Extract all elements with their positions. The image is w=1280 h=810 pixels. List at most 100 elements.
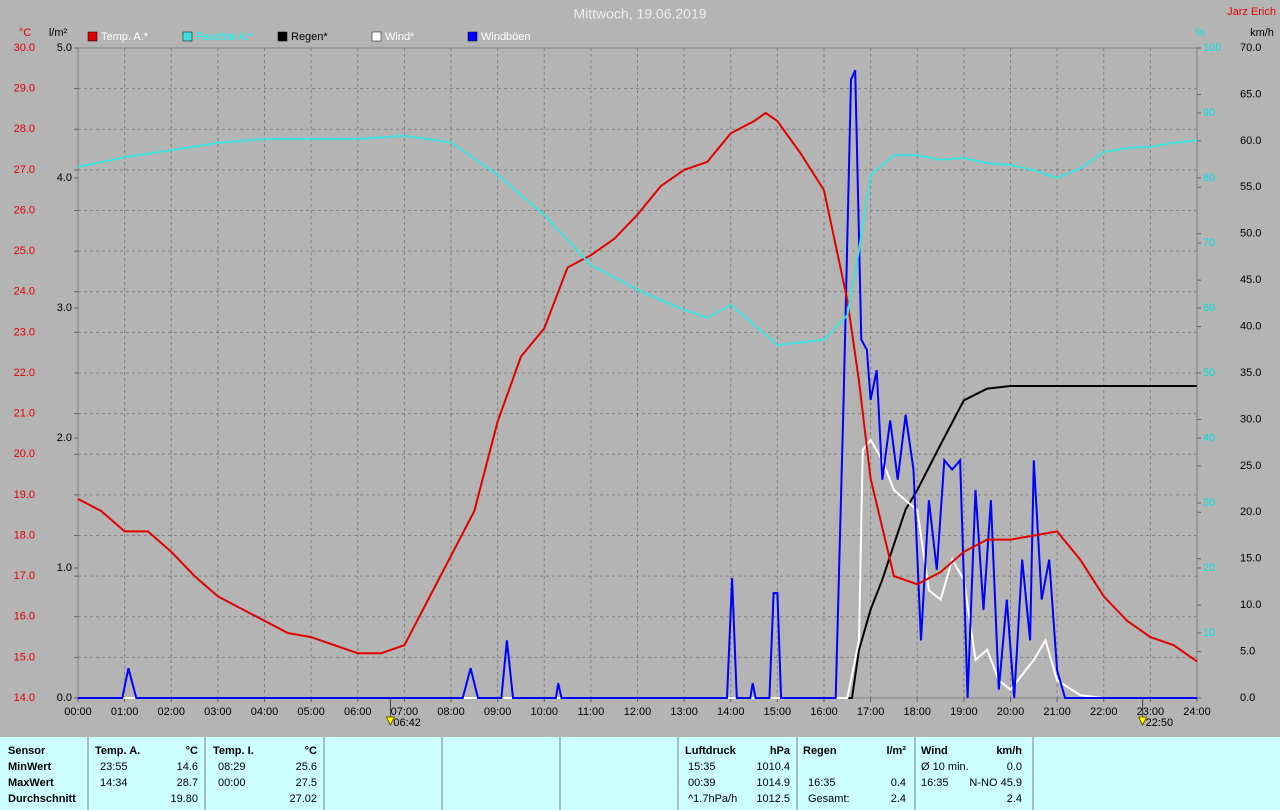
y-tick-label: 15.0 xyxy=(14,651,35,663)
y-tick-label: 1.0 xyxy=(57,562,72,574)
y-tick-label: 16.0 xyxy=(14,611,35,623)
sun-time: 06:42 xyxy=(393,717,421,729)
y-tick-label: 29.0 xyxy=(14,83,35,95)
y-tick-label: 80 xyxy=(1203,172,1215,184)
x-tick-label: 21:00 xyxy=(1043,706,1071,718)
column-title: Temp. A. xyxy=(95,745,140,757)
y-tick-label: 60.0 xyxy=(1240,135,1261,147)
axis-unit: km/h xyxy=(1250,27,1274,39)
column-title: Temp. I. xyxy=(213,745,254,757)
y-tick-label: 20.0 xyxy=(1240,506,1261,518)
author: Jarz Erich xyxy=(1227,6,1276,18)
y-tick-label: 25.0 xyxy=(14,245,35,257)
sun-icon xyxy=(1137,716,1148,727)
y-tick-label: 50 xyxy=(1203,367,1215,379)
cell-left: Gesamt: xyxy=(808,793,850,805)
y-tick-label: 70 xyxy=(1203,237,1215,249)
x-tick-label: 05:00 xyxy=(297,706,325,718)
y-tick-label: 20.0 xyxy=(14,448,35,460)
cell-value: 27.5 xyxy=(296,777,317,789)
y-tick-label: 27.0 xyxy=(14,164,35,176)
y-tick-label: 5.0 xyxy=(57,42,72,54)
x-tick-label: 20:00 xyxy=(997,706,1025,718)
x-tick-label: 00:00 xyxy=(64,706,92,718)
y-tick-label: 65.0 xyxy=(1240,88,1261,100)
cell-value: 28.7 xyxy=(177,777,198,789)
cell-value: 0.4 xyxy=(891,777,906,789)
series-line xyxy=(77,134,1198,347)
sun-icon xyxy=(385,716,396,727)
series-line xyxy=(78,69,1197,699)
y-tick-label: 100 xyxy=(1203,42,1221,54)
y-tick-label: 3.0 xyxy=(57,302,72,314)
y-tick-label: 19.0 xyxy=(14,489,35,501)
x-tick-label: 24:00 xyxy=(1183,706,1211,718)
x-tick-label: 06:00 xyxy=(344,706,372,718)
x-tick-label: 18:00 xyxy=(903,706,931,718)
x-tick-label: 16:00 xyxy=(810,706,838,718)
cell-value: 27.02 xyxy=(289,793,317,805)
x-tick-label: 12:00 xyxy=(624,706,652,718)
y-tick-label: 55.0 xyxy=(1240,181,1261,193)
cell-value: 0.0 xyxy=(1007,761,1022,773)
cell-value: N-NO 45.9 xyxy=(969,777,1022,789)
axis-unit: % xyxy=(1195,27,1205,39)
legend-label: Temp. A.* xyxy=(101,31,149,43)
x-tick-label: 10:00 xyxy=(530,706,558,718)
cell-left: 00:39 xyxy=(688,777,716,789)
y-tick-label: 24.0 xyxy=(14,286,35,298)
legend-label: Wind* xyxy=(385,31,415,43)
row-label: Durchschnitt xyxy=(8,793,76,805)
cell-left: 16:35 xyxy=(921,777,949,789)
y-tick-label: 10.0 xyxy=(1240,599,1261,611)
column-title: Luftdruck xyxy=(685,745,737,757)
row-label: Sensor xyxy=(8,745,46,757)
cell-left: 15:35 xyxy=(688,761,716,773)
cell-value: 1010.4 xyxy=(756,761,790,773)
column-unit: l/m² xyxy=(886,745,906,757)
y-tick-label: 30.0 xyxy=(1240,413,1261,425)
cell-value: 2.4 xyxy=(891,793,906,805)
x-tick-label: 09:00 xyxy=(484,706,512,718)
x-tick-label: 14:00 xyxy=(717,706,745,718)
y-tick-label: 15.0 xyxy=(1240,553,1261,565)
y-tick-label: 45.0 xyxy=(1240,274,1261,286)
chart-title: Mittwoch, 19.06.2019 xyxy=(573,6,706,22)
row-label: MinWert xyxy=(8,761,52,773)
legend-label: Feuchte A.* xyxy=(196,31,254,43)
cell-value: 2.4 xyxy=(1007,793,1022,805)
x-tick-label: 04:00 xyxy=(251,706,279,718)
axis-unit: l/m² xyxy=(49,27,68,39)
cell-left: 16:35 xyxy=(808,777,836,789)
x-tick-label: 23:00 xyxy=(1137,706,1165,718)
column-unit: hPa xyxy=(770,745,791,757)
x-tick-label: 13:00 xyxy=(670,706,698,718)
x-tick-label: 17:00 xyxy=(857,706,885,718)
x-tick-label: 22:00 xyxy=(1090,706,1118,718)
row-label: MaxWert xyxy=(8,777,54,789)
column-unit: °C xyxy=(305,745,317,757)
sun-time: 22:50 xyxy=(1146,717,1174,729)
y-tick-label: 21.0 xyxy=(14,408,35,420)
cell-value: 1014.9 xyxy=(756,777,790,789)
legend-swatch xyxy=(87,31,98,42)
y-tick-label: 0.0 xyxy=(1240,692,1255,704)
x-tick-label: 08:00 xyxy=(437,706,465,718)
legend-swatch xyxy=(467,31,478,42)
y-tick-label: 23.0 xyxy=(14,326,35,338)
y-tick-label: 90 xyxy=(1203,107,1215,119)
cell-value: 1012.5 xyxy=(756,793,790,805)
x-tick-label: 07:00 xyxy=(391,706,419,718)
y-tick-label: 40.0 xyxy=(1240,320,1261,332)
y-tick-label: 22.0 xyxy=(14,367,35,379)
y-tick-label: 14.0 xyxy=(14,692,35,704)
axis-unit: °C xyxy=(19,27,31,39)
y-tick-label: 50.0 xyxy=(1240,228,1261,240)
column-unit: km/h xyxy=(996,745,1022,757)
cell-value: 19.80 xyxy=(170,793,198,805)
column-title: Regen xyxy=(803,745,837,757)
cell-left: 08:29 xyxy=(218,761,246,773)
x-tick-label: 01:00 xyxy=(111,706,139,718)
cell-left: 00:00 xyxy=(218,777,246,789)
series-line xyxy=(77,111,1198,663)
